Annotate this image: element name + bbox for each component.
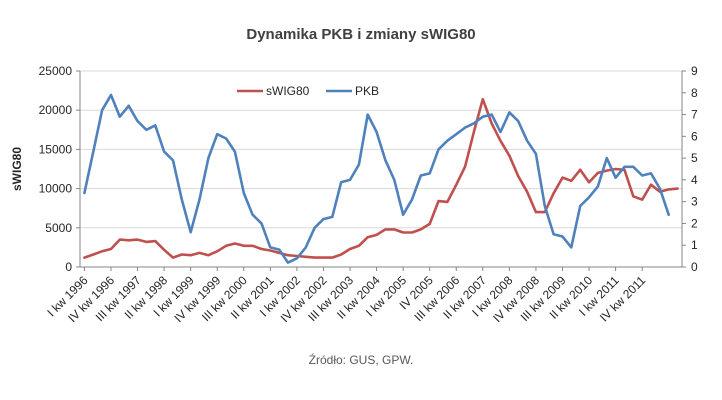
y-right-tick-label: 0: [691, 260, 698, 274]
y-axis-left-title: sWIG80: [10, 147, 24, 191]
series-line-pkb: [83, 93, 671, 264]
legend-label: PKB: [355, 84, 379, 98]
chart-title: Dynamika PKB i zmiany sWIG80: [246, 26, 476, 43]
y-right-tick-label: 3: [691, 195, 698, 209]
legend: sWIG80 PKB: [237, 84, 379, 98]
y-axis-left-ticks: 0 5000 10000 15000 20000 25000: [39, 64, 80, 274]
y-right-tick-label: 7: [691, 108, 698, 122]
y-right-tick-label: 2: [691, 216, 698, 230]
y-left-tick-label: 25000: [39, 64, 73, 78]
y-right-tick-label: 4: [691, 173, 698, 187]
y-left-tick-label: 5000: [45, 221, 72, 235]
y-left-tick-label: 15000: [39, 142, 73, 156]
series-line-swig80: [83, 97, 679, 259]
y-left-tick-label: 0: [65, 260, 72, 274]
y-right-tick-label: 9: [691, 64, 698, 78]
chart-source-note: Źródło: GUS, GPW.: [308, 353, 414, 367]
legend-label: sWIG80: [266, 84, 310, 98]
y-axis-right-ticks: 0 1 2 3 4 5 6 7 8 9: [682, 64, 698, 274]
y-right-tick-label: 6: [691, 129, 698, 143]
y-right-tick-label: 1: [691, 238, 698, 252]
y-left-tick-label: 10000: [39, 182, 73, 196]
y-right-tick-label: 8: [691, 86, 698, 100]
y-left-tick-label: 20000: [39, 103, 73, 117]
y-right-tick-label: 5: [691, 151, 698, 165]
